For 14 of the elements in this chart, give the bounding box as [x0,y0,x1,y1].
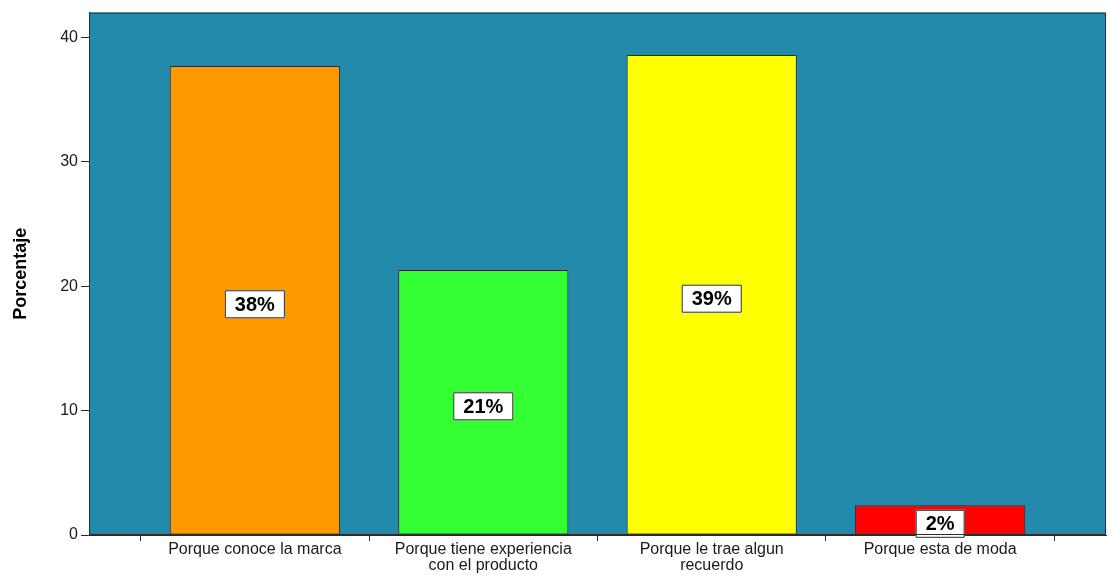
x-tick-label: Porque esta de moda [863,540,1017,558]
y-tick-label: 30 [60,152,79,170]
y-tick-label: 40 [60,27,79,45]
data-label: 21% [463,394,504,417]
x-tick-label: Porque le trae algun recuerdo [639,540,784,574]
data-label: 38% [234,292,276,315]
y-axis-title: Porcentaje [9,227,30,320]
y-tick-label: 10 [60,401,79,419]
data-label: 39% [691,287,732,310]
y-tick-label: 20 [60,276,79,294]
data-label: 2% [925,512,955,535]
x-tick-label: Porque conoce la marca [168,540,342,558]
y-tick-label: 0 [69,525,79,543]
x-tick-label: Porque tiene experiencia con el producto [394,540,572,574]
